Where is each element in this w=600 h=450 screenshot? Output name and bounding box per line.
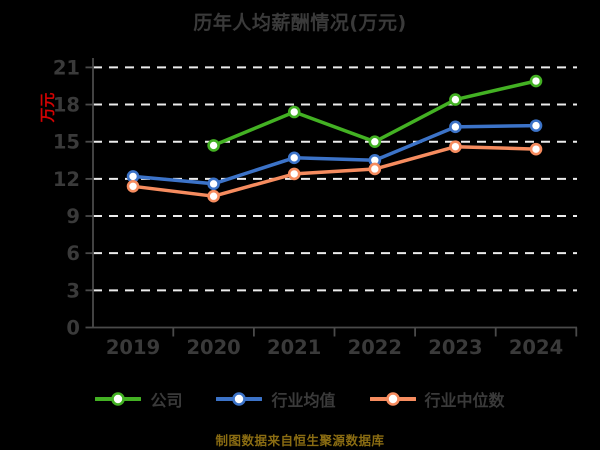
y-tick-label: 0 <box>66 317 80 340</box>
legend: 公司 行业均值 行业中位数 <box>0 386 600 412</box>
data-point <box>529 119 543 132</box>
legend-label: 行业中位数 <box>424 391 505 410</box>
gridlines <box>93 66 577 292</box>
series-公司 <box>207 74 543 152</box>
y-axis-ticks: 0 3 6 9 12 15 18 21 <box>53 56 93 340</box>
y-tick-label: 18 <box>53 94 80 117</box>
x-tick-label: 2022 <box>348 336 402 359</box>
data-point <box>449 93 462 106</box>
y-tick-label: 21 <box>53 56 80 79</box>
x-tick-label: 2020 <box>186 336 240 359</box>
legend-label: 行业均值 <box>271 391 336 410</box>
y-tick-label: 6 <box>66 242 80 265</box>
chart-title: 历年人均薪酬情况(万元) <box>193 12 407 34</box>
series-行业中位数 <box>126 140 543 203</box>
y-tick-label: 12 <box>53 168 80 191</box>
data-point <box>287 167 301 181</box>
plot-area: 0 3 6 9 12 15 18 21 2019 2020 2021 2022 2023 2024 <box>53 56 578 359</box>
data-point <box>126 170 140 183</box>
data-point <box>207 177 220 191</box>
y-tick-label: 3 <box>66 279 80 302</box>
axes <box>92 58 577 329</box>
x-tick-label: 2021 <box>267 336 321 359</box>
data-point <box>207 189 220 203</box>
data-point <box>126 180 140 193</box>
x-tick-label: 2019 <box>106 336 160 359</box>
data-point <box>449 120 462 134</box>
series-line <box>131 144 538 198</box>
legend-marker-icon <box>216 392 263 406</box>
data-point <box>368 135 382 149</box>
footer-note: 制图数据来自恒生聚源数据库 <box>215 433 385 448</box>
legend-item-industry-median[interactable]: 行业中位数 <box>369 387 505 411</box>
series-行业均值 <box>126 119 543 191</box>
x-axis-ticks: 2019 2020 2021 2022 2023 2024 <box>106 327 578 359</box>
data-point <box>529 74 543 88</box>
data-point <box>368 162 382 176</box>
y-tick-label: 15 <box>53 131 80 154</box>
data-point <box>529 142 543 156</box>
legend-item-industry-mean[interactable]: 行业均值 <box>216 387 336 411</box>
series-line <box>131 123 538 186</box>
legend-label: 公司 <box>150 391 183 410</box>
x-tick-label: 2023 <box>428 336 482 359</box>
data-point <box>449 140 462 153</box>
legend-marker-icon <box>369 392 416 406</box>
legend-marker-icon <box>95 392 142 406</box>
data-point <box>287 105 301 119</box>
data-point <box>287 151 301 165</box>
x-tick-label: 2024 <box>509 336 563 359</box>
data-point <box>207 139 220 152</box>
legend-item-company[interactable]: 公司 <box>95 387 182 411</box>
y-tick-label: 9 <box>66 205 80 228</box>
